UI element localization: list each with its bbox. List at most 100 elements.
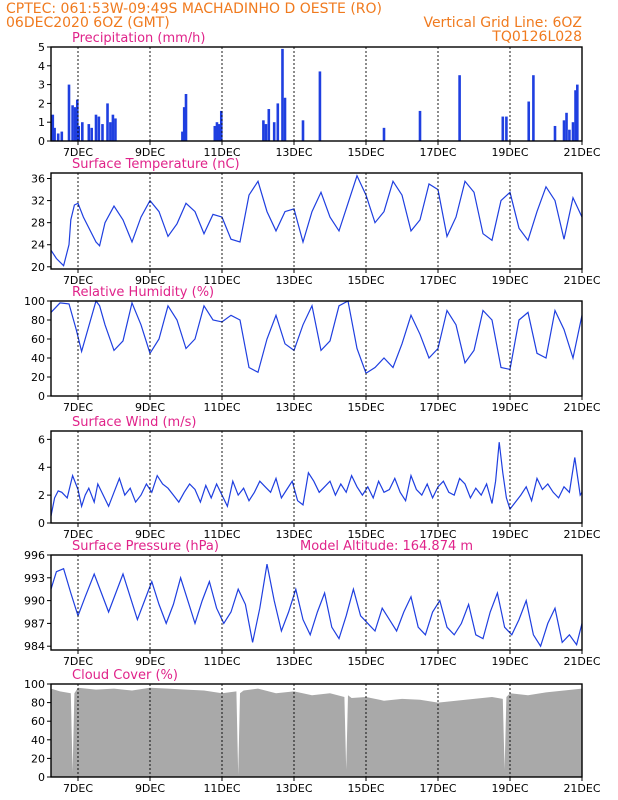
x-tick-label: 11DEC: [203, 528, 240, 541]
header-model-code: TQ0126L028: [491, 29, 582, 45]
precip-bar: [276, 103, 280, 141]
y-tick-label: 5: [38, 41, 45, 54]
y-tick-label: 0: [38, 390, 45, 403]
panel-frame: [50, 172, 583, 270]
y-tick-label: 20: [31, 371, 45, 384]
panels-container: Precipitation (mm/h) 0 1 2 3 4 5 7DEC 9DEC 11DEC 1…: [24, 31, 601, 795]
series-line: [50, 563, 583, 648]
x-tick-label: 11DEC: [203, 655, 240, 668]
precip-bar: [215, 122, 219, 141]
x-tick-label: 7DEC: [63, 401, 93, 414]
panel-annotation: Model Altitude: 164.874 m: [300, 539, 473, 554]
panel-title: Surface Pressure (hPa): [72, 539, 219, 554]
precip-bar: [77, 125, 81, 141]
precip-bar: [283, 97, 287, 141]
y-tick-label: 40: [31, 734, 45, 747]
precip-bar: [56, 133, 60, 141]
header-run-date: 06DEC2020 6OZ (GMT): [6, 15, 170, 31]
precip-bar: [97, 116, 101, 141]
panel-title: Surface Temperature (nC): [72, 157, 240, 172]
x-tick-label: 19DEC: [491, 655, 528, 668]
x-tick-label: 19DEC: [491, 528, 528, 541]
y-tick-label: 3: [38, 79, 45, 92]
panel-frame: [50, 683, 583, 778]
y-tick-label: 40: [31, 352, 45, 365]
x-tick-label: 13DEC: [275, 655, 312, 668]
panel-frame: [50, 554, 583, 651]
precip-bar: [574, 90, 577, 141]
panel-4: Surface Pressure (hPa) Model Altitude: 16…: [24, 539, 601, 668]
panel-1: Surface Temperature (nC) 20 24 28 32 36 7DEC 9D…: [31, 157, 601, 287]
y-tick-label: 20: [31, 261, 45, 274]
panel-title: Cloud Cover (%): [72, 668, 178, 683]
precip-bar: [264, 124, 268, 141]
precip-bar: [576, 84, 579, 141]
panel-title: Relative Humidity (%): [72, 285, 214, 300]
header-grid-note: Vertical Grid Line: 6OZ: [423, 15, 582, 31]
header-location: CPTEC: 061:53W-09:49S MACHADINHO D OESTE…: [6, 1, 382, 17]
y-tick-label: 993: [24, 572, 45, 585]
x-tick-label: 9DEC: [135, 782, 165, 795]
panel-frame: [50, 46, 583, 142]
y-tick-label: 32: [31, 195, 45, 208]
precip-bar: [217, 124, 221, 141]
x-tick-label: 15DEC: [347, 274, 384, 287]
x-tick-label: 13DEC: [275, 146, 312, 159]
precip-bar: [53, 127, 56, 141]
x-tick-label: 17DEC: [419, 528, 456, 541]
y-tick-label: 20: [31, 752, 45, 765]
precip-bar: [101, 124, 104, 141]
y-tick-label: 4: [38, 60, 45, 73]
x-tick-label: 9DEC: [135, 274, 165, 287]
y-tick-label: 1: [38, 116, 45, 129]
x-tick-label: 15DEC: [347, 782, 384, 795]
precip-bar: [111, 114, 115, 141]
precip-bar: [184, 94, 188, 141]
y-tick-label: 100: [24, 678, 45, 691]
panel-frame: [50, 430, 583, 524]
y-tick-label: 100: [24, 295, 45, 308]
precip-bar: [418, 110, 422, 141]
x-tick-label: 17DEC: [419, 274, 456, 287]
x-tick-label: 7DEC: [63, 782, 93, 795]
series-line: [50, 174, 583, 267]
precip-bar: [109, 122, 112, 141]
y-tick-label: 2: [38, 489, 45, 502]
precip-bar: [90, 127, 93, 141]
x-tick-label: 13DEC: [275, 528, 312, 541]
precip-bar: [501, 116, 505, 141]
x-tick-label: 9DEC: [135, 146, 165, 159]
x-tick-label: 21DEC: [563, 655, 600, 668]
panel-5: Cloud Cover (%) 0 20 40 60 80 100 7DEC 9DEC 11DEC…: [24, 668, 601, 795]
precip-bar: [571, 122, 575, 141]
x-tick-label: 19DEC: [491, 146, 528, 159]
precip-bar: [81, 122, 84, 141]
precip-bar: [318, 71, 322, 141]
x-tick-label: 21DEC: [563, 274, 600, 287]
precip-bar: [51, 114, 55, 141]
precip-bar: [75, 99, 79, 141]
y-tick-label: 0: [38, 135, 45, 148]
precip-bar: [272, 122, 276, 141]
y-tick-label: 0: [38, 771, 45, 784]
x-tick-label: 17DEC: [419, 655, 456, 668]
x-tick-label: 17DEC: [419, 146, 456, 159]
precip-bar: [71, 105, 74, 141]
series-line: [50, 299, 583, 375]
x-tick-label: 11DEC: [203, 401, 240, 414]
x-tick-label: 15DEC: [347, 401, 384, 414]
precip-bar: [562, 120, 566, 141]
x-tick-label: 13DEC: [275, 782, 312, 795]
x-tick-label: 15DEC: [347, 528, 384, 541]
x-tick-label: 9DEC: [135, 655, 165, 668]
x-tick-label: 15DEC: [347, 146, 384, 159]
precip-bar: [532, 75, 535, 141]
precip-bar: [60, 131, 64, 141]
precip-bar: [301, 120, 305, 141]
panel-title: Surface Wind (m/s): [72, 415, 196, 430]
x-tick-label: 13DEC: [275, 401, 312, 414]
x-tick-label: 21DEC: [563, 146, 600, 159]
y-tick-label: 80: [31, 697, 45, 710]
precip-bar: [382, 127, 386, 141]
